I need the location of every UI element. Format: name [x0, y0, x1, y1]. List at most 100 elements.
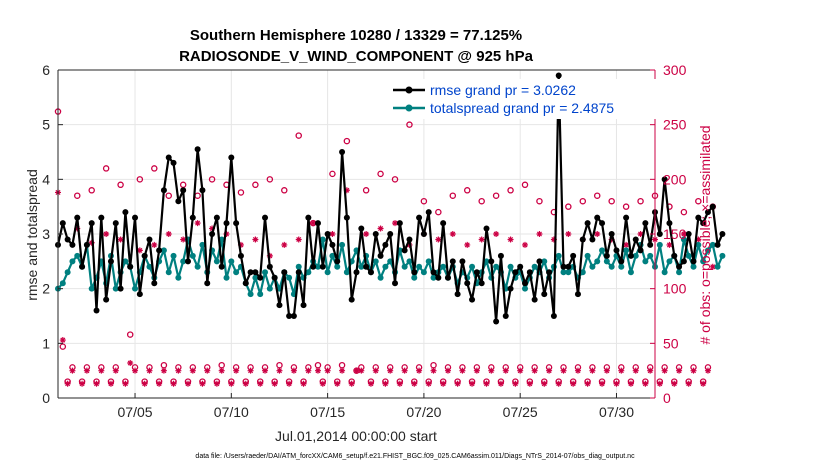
- spread-point: [507, 263, 514, 270]
- rmse-point: [536, 258, 543, 265]
- rmse-point: [242, 280, 249, 287]
- obs-assimilated-point: [666, 241, 673, 248]
- spread-point: [64, 269, 71, 276]
- rmse-point: [353, 269, 360, 276]
- obs-assimilated-point: [160, 367, 167, 374]
- spread-point: [541, 258, 548, 265]
- rmse-point: [209, 231, 216, 237]
- obs-assimilated-point: [151, 241, 158, 248]
- obs-possible-point: [266, 176, 274, 183]
- obs-assimilated-point: [353, 367, 360, 374]
- obs-assimilated-point: [156, 380, 163, 387]
- obs-possible-point: [507, 187, 514, 194]
- obs-assimilated-point: [247, 367, 254, 374]
- rmse-point: [103, 296, 110, 303]
- rmse-point: [709, 203, 716, 210]
- rmse-point: [435, 274, 442, 281]
- rmse-point: [714, 241, 721, 248]
- obs-assimilated-point: [700, 380, 707, 387]
- rmse-point: [88, 220, 95, 227]
- rmse-point: [430, 269, 437, 276]
- rmse-point: [300, 302, 307, 309]
- obs-assimilated-point: [295, 236, 302, 243]
- spread-point: [709, 241, 716, 248]
- rmse-point: [64, 236, 71, 243]
- rmse-point: [483, 225, 490, 232]
- rmse-point: [493, 318, 500, 325]
- rmse-point: [541, 291, 548, 298]
- spread-point: [555, 252, 562, 259]
- obs-assimilated-point: [647, 367, 654, 374]
- obs-assimilated-point: [608, 236, 615, 243]
- obs-assimilated-point: [165, 231, 172, 237]
- obs-assimilated-point: [93, 380, 100, 387]
- obs-assimilated-point: [387, 367, 394, 374]
- spread-point: [314, 263, 321, 270]
- spread-point: [59, 280, 66, 287]
- obs-possible-point: [420, 197, 428, 205]
- rmse-point: [319, 263, 326, 270]
- spread-point: [88, 285, 95, 292]
- spread-point: [334, 263, 341, 270]
- rmse-point: [676, 263, 683, 270]
- spread-point: [623, 247, 630, 254]
- obs-assimilated-point: [98, 367, 105, 374]
- spread-point: [656, 241, 663, 248]
- x-axis-label: Jul.01,2014 00:00:00 start: [275, 428, 437, 444]
- obs-assimilated-point: [329, 231, 336, 237]
- spread-point: [714, 263, 721, 270]
- spread-point: [223, 274, 230, 281]
- obs-assimilated-point: [541, 380, 548, 387]
- rmse-point: [290, 313, 297, 319]
- obs-possible-point: [391, 176, 399, 183]
- obs-assimilated-point: [473, 367, 480, 374]
- obs-possible-point: [521, 181, 529, 189]
- rmse-point: [252, 269, 259, 276]
- obs-assimilated-point: [271, 380, 278, 387]
- obs-assimilated-point: [661, 367, 668, 374]
- spread-point: [69, 258, 76, 265]
- rmse-point: [358, 225, 365, 232]
- obs-assimilated-point: [69, 367, 76, 374]
- obs-assimilated-point: [286, 380, 293, 387]
- obs-assimilated-point: [218, 367, 225, 374]
- obs-assimilated-point: [180, 236, 187, 243]
- obs-assimilated-point: [401, 367, 408, 374]
- y-tick-label: 4: [42, 171, 50, 187]
- rmse-point: [550, 313, 557, 319]
- spread-point: [262, 269, 269, 276]
- obs-assimilated-point: [690, 367, 697, 374]
- obs-assimilated-point: [416, 367, 423, 374]
- rmse-point: [637, 247, 644, 254]
- obs-assimilated-point: [209, 225, 216, 232]
- spread-point: [122, 258, 129, 265]
- obs-assimilated-point: [522, 241, 529, 248]
- spread-point: [358, 263, 365, 270]
- rmse-point: [295, 269, 302, 276]
- obs-assimilated-point: [589, 367, 596, 374]
- obs-assimilated-point: [680, 231, 687, 237]
- obs-assimilated-point: [136, 247, 143, 254]
- rmse-point: [656, 231, 663, 237]
- spread-point: [286, 274, 293, 281]
- spread-point: [531, 263, 538, 270]
- rmse-point: [136, 291, 143, 298]
- spread-point: [406, 258, 413, 265]
- rmse-point: [623, 214, 630, 221]
- rmse-point: [223, 220, 230, 227]
- spread-point: [483, 258, 490, 265]
- rmse-point: [507, 285, 514, 292]
- obs-assimilated-point: [444, 367, 451, 374]
- rmse-point: [618, 258, 625, 265]
- rmse-point: [141, 252, 148, 259]
- rmse-point: [425, 209, 432, 216]
- obs-assimilated-point: [127, 360, 134, 367]
- obs-possible-point: [637, 197, 644, 205]
- obs-assimilated-point: [252, 236, 259, 243]
- obs-assimilated-point: [599, 380, 606, 387]
- spread-point: [560, 269, 567, 276]
- spread-point: [700, 258, 707, 265]
- rmse-point: [464, 280, 471, 287]
- obs-assimilated-point: [704, 367, 711, 374]
- rmse-point: [671, 252, 678, 259]
